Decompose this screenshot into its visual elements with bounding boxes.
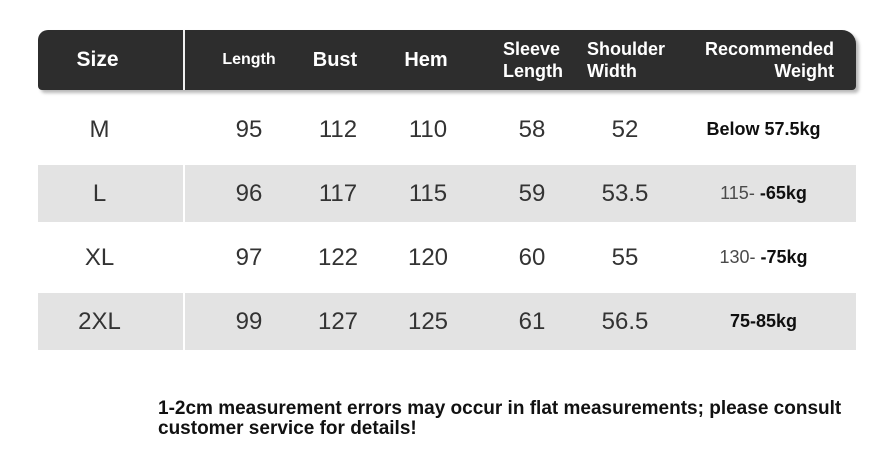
- size-cell: L: [92, 179, 107, 207]
- header-shoulder-line2: Width: [587, 61, 637, 81]
- weight-prefix: 115-: [720, 183, 755, 203]
- hem-cell: 120: [407, 243, 449, 271]
- recommended-weight-cell: 115- -65kg: [693, 165, 856, 222]
- table-row: M 95 112 110 58 52 Below 57.5kg: [38, 101, 856, 158]
- hem-cell: 125: [407, 307, 449, 335]
- header-sleeve-line1: Sleeve: [503, 39, 561, 59]
- weight-prefix: 130-: [719, 247, 756, 267]
- column-divider: [183, 165, 185, 222]
- footer-note: 1-2cm measurement errors may occur in fl…: [158, 399, 841, 439]
- weight-value: -65kg: [759, 183, 807, 203]
- hem-cell: 110: [408, 115, 448, 143]
- header-bust: Bust: [312, 48, 358, 71]
- table-row: L 96 117 115 59 53.5 115- -65kg: [38, 165, 856, 222]
- footer-note-line1: 1-2cm measurement errors may occur in fl…: [158, 398, 842, 419]
- bust-cell: 112: [318, 115, 358, 143]
- header-size: Size: [76, 48, 119, 71]
- weight-value: -75kg: [760, 247, 808, 267]
- header-sleeve-length: Sleeve Length: [480, 30, 578, 90]
- header-length: Length: [222, 51, 276, 68]
- footer-note-line2: customer service for details!: [158, 418, 417, 439]
- table-header: Size Length Bust Hem Sleeve Length Shoul…: [38, 30, 856, 90]
- recommended-weight-cell: Below 57.5kg: [693, 101, 856, 158]
- header-weight-line1: Recommended: [704, 39, 834, 59]
- header-recommended-weight: Recommended Weight: [693, 30, 856, 90]
- sleeve-length-cell: 60: [518, 243, 546, 271]
- recommended-weight-cell: 75-85kg: [693, 293, 856, 350]
- bust-cell: 122: [317, 243, 359, 271]
- length-cell: 96: [235, 179, 263, 207]
- header-shoulder-line1: Shoulder: [587, 39, 666, 59]
- sleeve-length-cell: 58: [518, 115, 546, 143]
- size-cell: 2XL: [78, 307, 121, 335]
- header-sleeve-line2: Length: [503, 61, 563, 81]
- table-row: XL 97 122 120 60 55 130- -75kg: [38, 229, 856, 286]
- length-cell: 99: [235, 307, 263, 335]
- header-shoulder-width: Shoulder Width: [578, 30, 693, 90]
- hem-cell: 115: [408, 179, 448, 207]
- header-weight-line2: Weight: [774, 61, 834, 81]
- bust-cell: 127: [317, 307, 359, 335]
- sleeve-length-cell: 59: [518, 179, 546, 207]
- table-body: M 95 112 110 58 52 Below 57.5kg L 96 117…: [38, 101, 856, 357]
- shoulder-width-cell: 53.5: [601, 179, 649, 207]
- table-row: 2XL 99 127 125 61 56.5 75-85kg: [38, 293, 856, 350]
- size-cell: XL: [84, 243, 115, 271]
- column-divider: [183, 229, 185, 286]
- weight-value: Below 57.5kg: [706, 119, 821, 139]
- column-divider: [183, 101, 185, 158]
- recommended-weight-cell: 130- -75kg: [693, 229, 856, 286]
- column-divider: [183, 293, 185, 350]
- length-cell: 95: [235, 115, 263, 143]
- sleeve-length-cell: 61: [518, 307, 546, 335]
- length-cell: 97: [235, 243, 263, 271]
- shoulder-width-cell: 52: [611, 115, 639, 143]
- weight-value: 75-85kg: [729, 311, 798, 331]
- shoulder-width-cell: 56.5: [601, 307, 649, 335]
- column-divider: [183, 30, 185, 90]
- header-hem: Hem: [404, 48, 448, 71]
- size-cell: M: [89, 115, 110, 143]
- shoulder-width-cell: 55: [611, 243, 639, 271]
- bust-cell: 117: [318, 179, 358, 207]
